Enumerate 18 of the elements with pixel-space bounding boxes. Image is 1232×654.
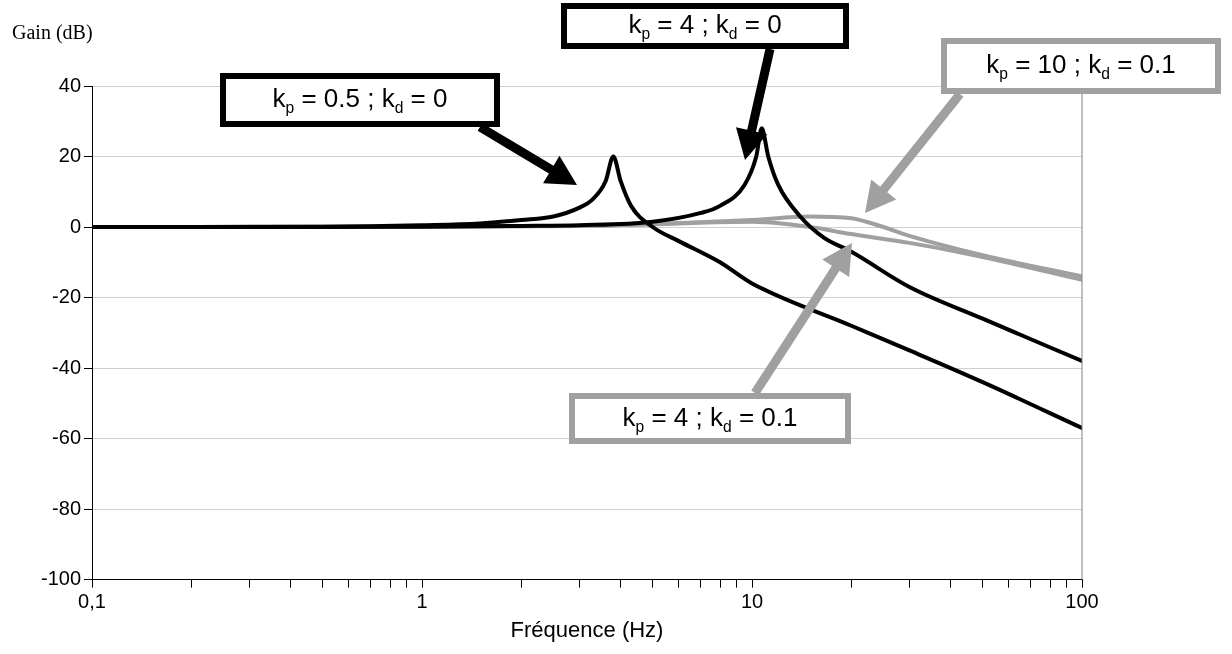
y-tick-label: 40 — [58, 73, 82, 96]
y-tick-label: 0 — [69, 214, 82, 237]
x-tick-label: 0,1 — [78, 590, 106, 613]
x-tick-label: 100 — [1065, 590, 1099, 613]
y-axis-title: Gain (dB) — [12, 21, 93, 45]
y-tick-label: -80 — [52, 496, 82, 519]
annotation: k$_{p}$ = 4 ; k$_{d}$ = 0.1 — [622, 401, 798, 435]
x-axis-title: Fréquence (Hz) — [510, 616, 664, 642]
y-tick-label: 20 — [58, 144, 82, 167]
y-tick-label: -40 — [52, 355, 82, 378]
text: k$_{p}$ = 4 ; k$_{d}$ = 0 — [628, 9, 782, 43]
x-tick-label: 10 — [740, 590, 764, 613]
x-tick-label: 1 — [416, 590, 428, 613]
y-tick-label: -20 — [52, 285, 82, 308]
annotation: k$_{p}$ = 0.5 ; k$_{d}$ = 0 — [272, 83, 448, 117]
y-tick-label: -100 — [41, 567, 82, 590]
y-tick-label: -60 — [52, 426, 82, 449]
text: k$_{p}$ = 10 ; k$_{d}$ = 0.1 — [986, 49, 1176, 83]
